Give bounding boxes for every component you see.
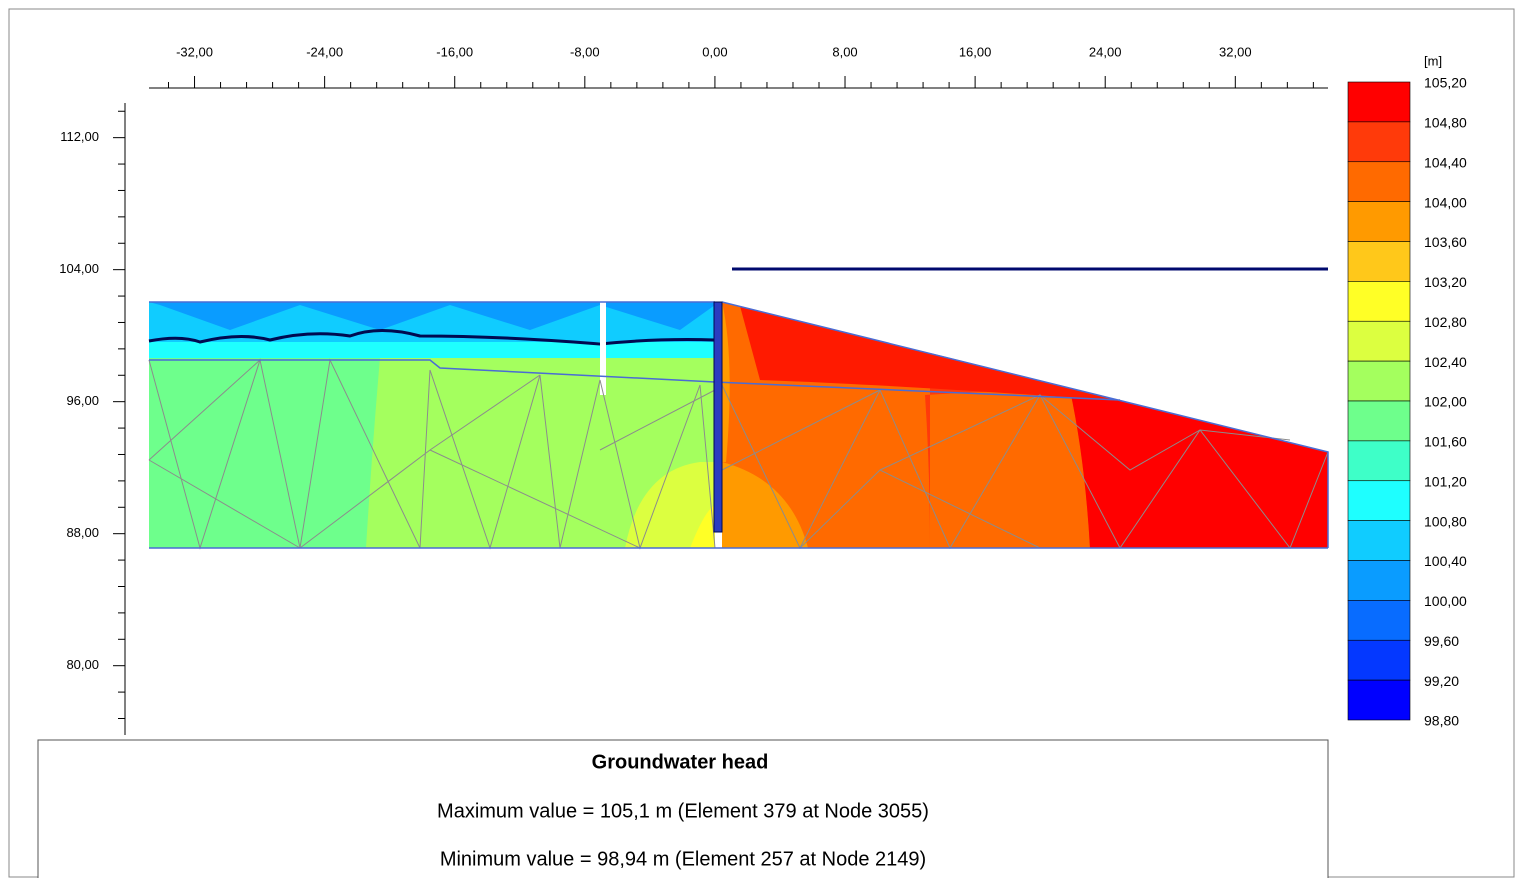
legend-band <box>1347 600 1411 641</box>
legend-band <box>1347 81 1411 123</box>
legend-band <box>1347 360 1411 402</box>
contour <box>149 302 715 330</box>
axes: -32,00 -24,00 -16,00 -8,00 0,00 8,00 16,00 24,0… <box>59 44 1328 735</box>
model <box>148 267 1329 550</box>
contour <box>1060 386 1328 548</box>
contour <box>722 462 808 548</box>
x-tick-label: 0,00 <box>702 44 727 59</box>
x-tick-label: -16,00 <box>436 44 473 59</box>
legend-label: 102,40 <box>1424 354 1467 370</box>
legend-label: 102,80 <box>1424 314 1467 330</box>
x-tick-label: 32,00 <box>1219 44 1252 59</box>
x-tick-label: -24,00 <box>306 44 343 59</box>
legend-band <box>1347 520 1411 561</box>
geometry-line <box>149 301 1329 549</box>
sheet-pile <box>713 301 723 533</box>
y-tick-label: 104,00 <box>59 261 99 276</box>
legend-band <box>1347 201 1411 242</box>
x-tick-label: -8,00 <box>570 44 600 59</box>
x-tick-label: 24,00 <box>1089 44 1122 59</box>
legend-label: 102,00 <box>1424 394 1467 410</box>
legend-band <box>1347 639 1411 681</box>
info-frame <box>37 739 1329 878</box>
legend-band <box>1347 560 1411 601</box>
contour <box>149 358 380 548</box>
x-tick-label: 16,00 <box>959 44 992 59</box>
legend-band <box>1347 480 1411 521</box>
legend-label: 101,20 <box>1424 473 1467 489</box>
x-tick-label: -32,00 <box>176 44 213 59</box>
legend-label: 100,00 <box>1424 593 1467 609</box>
legend-band <box>1347 400 1411 442</box>
legend-band <box>1347 320 1411 362</box>
legend-band <box>1347 121 1411 163</box>
legend-band <box>1347 679 1411 721</box>
x-tick-label: 8,00 <box>832 44 857 59</box>
y-tick-label: 80,00 <box>66 657 99 672</box>
mesh <box>721 384 1329 550</box>
y-tick-label: 112,00 <box>60 129 99 144</box>
legend-label: 104,00 <box>1424 194 1467 210</box>
legend-label: 105,20 <box>1424 75 1467 91</box>
legend-label: 103,60 <box>1424 234 1467 250</box>
legend-label: 98,80 <box>1424 713 1459 729</box>
info-box: Groundwater head Maximum value = 105,1 m… <box>37 739 1329 878</box>
legend-unit: [m] <box>1424 53 1442 68</box>
legend-label: 100,80 <box>1424 513 1467 529</box>
info-minimum: Minimum value = 98,94 m (Element 257 at … <box>440 848 926 870</box>
y-tick-label: 96,00 <box>66 393 99 408</box>
legend-band <box>1347 161 1411 202</box>
legend-label: 103,20 <box>1424 274 1467 290</box>
info-maximum: Maximum value = 105,1 m (Element 379 at … <box>437 800 929 822</box>
info-title: Groundwater head <box>592 751 769 773</box>
legend-band <box>1347 440 1411 482</box>
legend-label: 104,80 <box>1424 115 1467 131</box>
mesh <box>148 358 716 550</box>
legend-band <box>1347 281 1411 322</box>
y-tick-label: 88,00 <box>66 525 99 540</box>
legend-label: 100,40 <box>1424 553 1467 569</box>
legend-label: 104,40 <box>1424 154 1467 170</box>
legend: [m] 105,20 104,80 104,40 104,00 103,60 103,20… <box>1347 53 1467 729</box>
legend-band <box>1347 241 1411 282</box>
cutoff <box>600 300 606 395</box>
contour <box>690 505 715 548</box>
legend-label: 101,60 <box>1424 434 1467 450</box>
legend-label: 99,60 <box>1424 633 1459 649</box>
legend-label: 99,20 <box>1424 673 1459 689</box>
